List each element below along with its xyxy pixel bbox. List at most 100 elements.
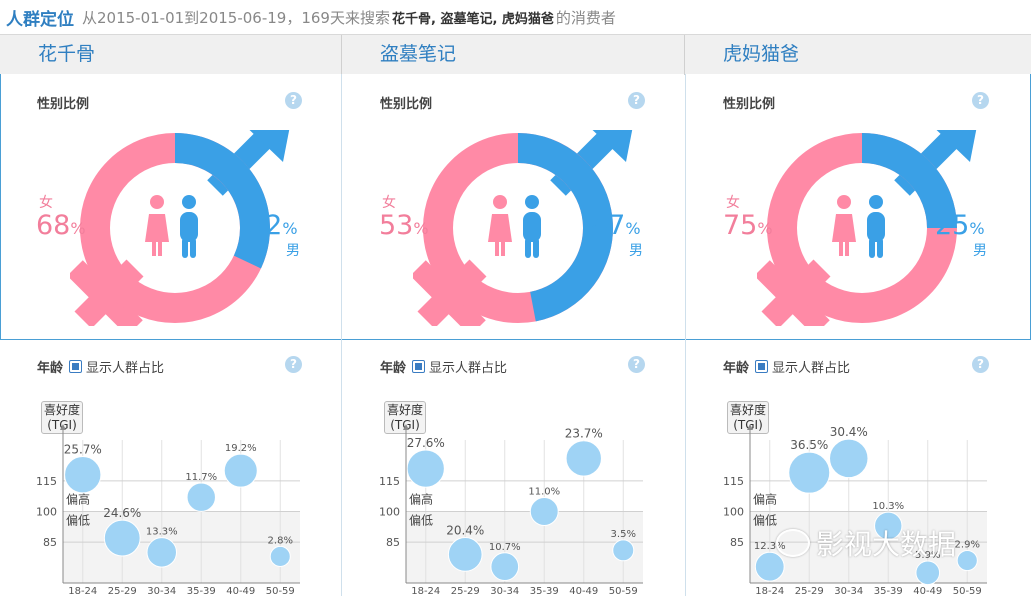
age-bubble bbox=[223, 453, 258, 488]
below-average-label: 偏低 bbox=[409, 513, 433, 528]
tgi-axis-label: 喜好度 (TGI) bbox=[41, 401, 83, 434]
watermark: 影视大数据 bbox=[776, 523, 956, 563]
gender-title: 性别比例 bbox=[723, 97, 776, 112]
x-tick-label: 50-59 bbox=[953, 586, 982, 596]
above-average-label: 偏高 bbox=[66, 492, 90, 507]
bubble-share-label: 36.5% bbox=[790, 438, 828, 452]
female-person-icon bbox=[832, 195, 856, 256]
x-tick-label: 30-34 bbox=[834, 586, 863, 596]
show-share-label[interactable]: 显示人群占比 bbox=[429, 361, 508, 376]
x-tick-label: 35-39 bbox=[874, 586, 903, 596]
y-tick-label: 100 bbox=[379, 506, 400, 519]
age-header: 年龄 显示人群占比 bbox=[380, 357, 507, 376]
below-average-label: 偏低 bbox=[753, 513, 777, 528]
help-icon[interactable]: ? bbox=[285, 356, 302, 373]
show-share-label[interactable]: 显示人群占比 bbox=[772, 361, 851, 376]
help-icon[interactable]: ? bbox=[628, 356, 645, 373]
x-tick-label: 30-34 bbox=[490, 586, 519, 596]
x-tick-label: 50-59 bbox=[609, 586, 638, 596]
female-person-icon bbox=[488, 195, 512, 256]
female-percent: 75% bbox=[723, 210, 773, 241]
bubble-share-label: 2.9% bbox=[955, 539, 980, 550]
age-bubble bbox=[612, 539, 635, 562]
y-axis-arrow bbox=[403, 424, 409, 430]
female-label: 女 bbox=[726, 195, 740, 211]
tab-hu-ma-mao-ba[interactable]: 虎妈猫爸 bbox=[723, 43, 800, 65]
age-bubble bbox=[874, 511, 903, 541]
bubble-share-label: 20.4% bbox=[446, 524, 484, 538]
y-tick-label: 85 bbox=[386, 536, 400, 549]
help-icon[interactable]: ? bbox=[972, 356, 989, 373]
bubble-share-label: 27.6% bbox=[407, 436, 445, 450]
male-percent: 32% bbox=[248, 210, 298, 241]
help-icon[interactable]: ? bbox=[285, 92, 302, 109]
male-arrow-head bbox=[936, 130, 977, 162]
help-icon[interactable]: ? bbox=[628, 92, 645, 109]
tgi-axis-label: 喜好度 (TGI) bbox=[727, 401, 769, 434]
bubble-share-label: 24.6% bbox=[103, 506, 141, 520]
show-tabs: 花千骨 盗墓笔记 虎妈猫爸 bbox=[0, 34, 1031, 75]
gender-title: 性别比例 bbox=[37, 97, 90, 112]
x-tick-label: 25-29 bbox=[108, 586, 137, 596]
male-person-icon bbox=[180, 195, 198, 258]
x-tick-label: 35-39 bbox=[187, 586, 216, 596]
bubble-share-label: 12.3% bbox=[754, 541, 786, 552]
x-tick-label: 18-24 bbox=[755, 586, 784, 596]
x-tick-label: 18-24 bbox=[411, 586, 440, 596]
age-bubble bbox=[269, 545, 291, 567]
bubble-share-label: 11.7% bbox=[185, 472, 217, 483]
male-percent: 47% bbox=[591, 210, 641, 241]
bubble-share-label: 10.7% bbox=[489, 542, 521, 553]
show-share-checkbox[interactable] bbox=[412, 360, 426, 373]
gender-donut-chart bbox=[70, 130, 290, 326]
female-percent: 53% bbox=[379, 210, 429, 241]
column-divider bbox=[341, 74, 342, 596]
help-icon[interactable]: ? bbox=[972, 92, 989, 109]
age-bubble bbox=[915, 560, 941, 586]
age-bubble bbox=[565, 440, 602, 477]
consumer-suffix: 的消费者 bbox=[555, 8, 616, 27]
age-bubble bbox=[788, 451, 831, 494]
show-share-checkbox[interactable] bbox=[755, 360, 769, 373]
x-tick-label: 40-49 bbox=[226, 586, 255, 596]
age-bubble bbox=[956, 549, 978, 572]
age-title: 年龄 bbox=[723, 361, 750, 376]
female-cross-bar bbox=[757, 260, 830, 326]
y-tick-label: 115 bbox=[379, 475, 400, 488]
age-bubble bbox=[829, 438, 869, 479]
y-tick-label: 100 bbox=[723, 506, 744, 519]
male-arrow-head bbox=[249, 130, 290, 162]
male-arrow-head bbox=[592, 130, 633, 162]
wechat-icon bbox=[776, 529, 810, 557]
tab-hua-qian-gu[interactable]: 花千骨 bbox=[0, 35, 342, 75]
tab-dao-mu-bi-ji[interactable]: 盗墓笔记 bbox=[342, 35, 685, 75]
age-bubble bbox=[64, 456, 102, 494]
male-ring-segment bbox=[174, 133, 270, 269]
male-person-icon bbox=[867, 195, 885, 258]
female-label: 女 bbox=[39, 195, 53, 211]
female-cross-bar bbox=[70, 260, 143, 326]
show-share-label[interactable]: 显示人群占比 bbox=[86, 361, 165, 376]
below-average-band bbox=[63, 511, 300, 583]
male-label: 男 bbox=[629, 243, 643, 259]
bubble-share-label: 30.4% bbox=[830, 425, 868, 439]
male-ring-segment bbox=[517, 133, 613, 322]
below-average-label: 偏低 bbox=[66, 513, 90, 528]
bubble-share-label: 19.2% bbox=[225, 443, 257, 454]
bubble-share-label: 25.7% bbox=[64, 443, 102, 457]
y-tick-label: 115 bbox=[36, 475, 57, 488]
show-share-checkbox[interactable] bbox=[69, 360, 83, 373]
x-tick-label: 35-39 bbox=[530, 586, 559, 596]
age-title: 年龄 bbox=[380, 361, 407, 376]
x-tick-label: 40-49 bbox=[569, 586, 598, 596]
watermark-text: 影视大数据 bbox=[816, 528, 957, 561]
y-tick-label: 100 bbox=[36, 506, 57, 519]
search-keywords: 花千骨, 盗墓笔记, 虎妈猫爸 bbox=[391, 11, 554, 27]
bubble-share-label: 11.0% bbox=[528, 487, 560, 498]
age-bubble bbox=[490, 552, 520, 582]
y-tick-label: 85 bbox=[730, 536, 744, 549]
x-tick-label: 18-24 bbox=[68, 586, 97, 596]
bubble-share-label: 5.9% bbox=[915, 550, 940, 561]
